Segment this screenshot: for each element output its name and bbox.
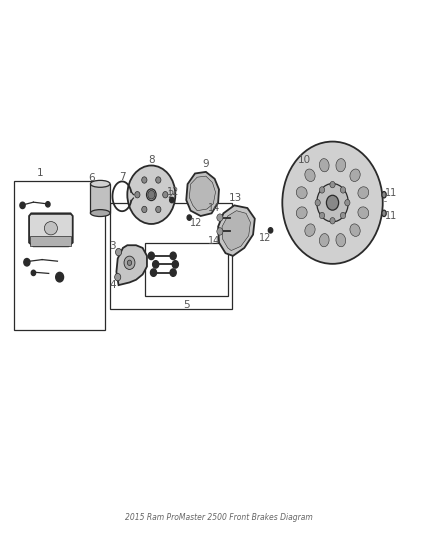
Circle shape <box>345 199 350 206</box>
Circle shape <box>162 191 168 198</box>
Ellipse shape <box>90 209 110 216</box>
Circle shape <box>217 214 223 221</box>
Text: 14: 14 <box>208 203 220 213</box>
Circle shape <box>340 212 346 219</box>
Circle shape <box>142 206 147 213</box>
Text: 7: 7 <box>119 172 125 182</box>
Ellipse shape <box>319 159 329 172</box>
Text: 11: 11 <box>385 188 398 198</box>
Bar <box>110 203 232 309</box>
Circle shape <box>46 201 50 207</box>
Circle shape <box>217 228 223 235</box>
Ellipse shape <box>350 224 360 237</box>
Circle shape <box>315 199 320 206</box>
Ellipse shape <box>90 180 110 187</box>
Circle shape <box>155 177 161 183</box>
Circle shape <box>20 202 25 208</box>
Ellipse shape <box>350 169 360 182</box>
Polygon shape <box>117 245 147 285</box>
Ellipse shape <box>317 183 348 222</box>
Ellipse shape <box>358 187 369 199</box>
Ellipse shape <box>326 195 339 210</box>
Polygon shape <box>186 172 219 216</box>
Text: 2: 2 <box>168 190 174 200</box>
Circle shape <box>142 177 147 183</box>
Ellipse shape <box>319 233 329 247</box>
Bar <box>145 243 228 296</box>
Circle shape <box>330 217 335 224</box>
Ellipse shape <box>44 222 57 235</box>
Polygon shape <box>189 176 215 211</box>
Ellipse shape <box>147 189 156 200</box>
Ellipse shape <box>358 207 369 219</box>
Ellipse shape <box>124 256 135 269</box>
Text: 12: 12 <box>167 187 179 197</box>
Bar <box>14 181 106 330</box>
Circle shape <box>115 273 121 281</box>
Ellipse shape <box>297 207 307 219</box>
Circle shape <box>268 228 273 233</box>
Text: 1: 1 <box>37 168 43 179</box>
Text: 13: 13 <box>229 193 242 204</box>
Circle shape <box>31 270 35 276</box>
Polygon shape <box>29 213 73 246</box>
Circle shape <box>340 187 346 193</box>
Text: 4: 4 <box>110 280 116 290</box>
Text: 12: 12 <box>190 218 202 228</box>
Ellipse shape <box>127 260 132 265</box>
Circle shape <box>172 261 178 268</box>
Circle shape <box>319 187 325 193</box>
Text: 11: 11 <box>385 211 398 221</box>
Ellipse shape <box>305 169 315 182</box>
Polygon shape <box>30 236 71 246</box>
Text: 2015 Ram ProMaster 2500 Front Brakes Diagram: 2015 Ram ProMaster 2500 Front Brakes Dia… <box>125 513 313 522</box>
Circle shape <box>170 197 174 203</box>
Ellipse shape <box>283 142 383 264</box>
Text: 12: 12 <box>259 233 271 243</box>
Circle shape <box>152 261 159 268</box>
Text: 3: 3 <box>110 241 116 251</box>
Circle shape <box>330 181 335 188</box>
Text: 6: 6 <box>88 173 95 183</box>
Text: 10: 10 <box>297 155 311 165</box>
Circle shape <box>56 272 64 282</box>
Polygon shape <box>218 205 255 256</box>
Ellipse shape <box>297 187 307 199</box>
Circle shape <box>148 190 155 199</box>
Circle shape <box>116 248 122 256</box>
Bar <box>90 184 110 213</box>
Circle shape <box>170 252 176 260</box>
Circle shape <box>150 269 156 276</box>
Ellipse shape <box>305 224 315 237</box>
Circle shape <box>170 269 176 276</box>
Circle shape <box>319 212 325 219</box>
Ellipse shape <box>127 165 175 224</box>
Circle shape <box>148 252 154 260</box>
Text: 9: 9 <box>203 159 209 169</box>
Ellipse shape <box>382 210 386 216</box>
Circle shape <box>187 215 191 220</box>
Ellipse shape <box>382 191 386 198</box>
Ellipse shape <box>336 233 346 247</box>
Circle shape <box>24 259 30 266</box>
Ellipse shape <box>336 159 346 172</box>
Text: 5: 5 <box>183 300 190 310</box>
Polygon shape <box>222 211 251 251</box>
Circle shape <box>155 206 161 213</box>
Text: 8: 8 <box>148 155 155 165</box>
Text: 14: 14 <box>208 236 220 246</box>
Circle shape <box>135 191 140 198</box>
